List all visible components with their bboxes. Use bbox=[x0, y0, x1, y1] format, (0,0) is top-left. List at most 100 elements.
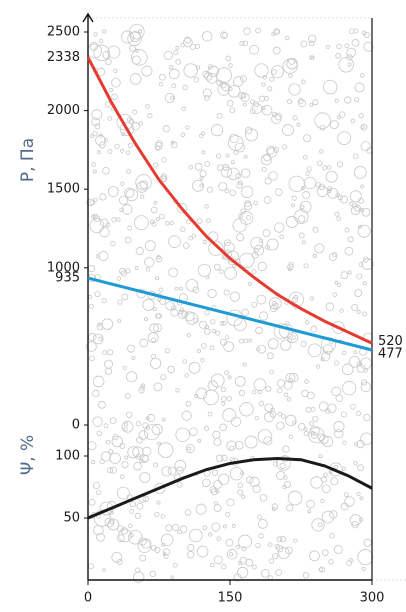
bubble bbox=[322, 484, 331, 494]
bubble bbox=[357, 197, 364, 204]
bubble bbox=[114, 143, 120, 149]
bubble bbox=[135, 48, 140, 53]
bubble bbox=[241, 546, 247, 552]
bubble bbox=[132, 446, 144, 458]
bubble bbox=[219, 269, 224, 274]
bubble bbox=[338, 56, 354, 73]
bubble bbox=[174, 459, 187, 472]
bubble bbox=[279, 462, 286, 470]
bubble bbox=[170, 308, 179, 317]
end-value-label: 520 bbox=[378, 334, 403, 349]
bubble bbox=[226, 498, 235, 507]
bubble bbox=[143, 424, 160, 441]
bubble bbox=[209, 486, 217, 493]
bubble bbox=[96, 150, 101, 155]
bubble bbox=[236, 182, 243, 189]
bubble bbox=[317, 522, 323, 528]
bubble bbox=[102, 29, 107, 34]
bubble bbox=[300, 204, 305, 210]
bubble bbox=[187, 446, 192, 451]
bubble bbox=[183, 63, 198, 78]
bubble bbox=[168, 65, 174, 70]
bubble bbox=[89, 199, 96, 206]
bubble bbox=[133, 215, 149, 231]
bubble bbox=[351, 521, 359, 529]
bubble bbox=[175, 427, 190, 443]
bubble bbox=[102, 51, 111, 59]
bubble bbox=[219, 423, 227, 432]
bubble bbox=[363, 414, 371, 422]
bubble bbox=[235, 173, 242, 179]
bubble bbox=[221, 564, 227, 570]
bubble bbox=[151, 221, 157, 227]
bubble bbox=[223, 289, 230, 296]
bubble bbox=[231, 523, 236, 528]
bubble bbox=[338, 111, 346, 118]
bubble bbox=[273, 146, 280, 153]
bubble bbox=[121, 132, 126, 137]
bubble bbox=[350, 205, 361, 216]
bubble bbox=[287, 263, 294, 271]
bubble bbox=[329, 533, 335, 539]
bubble bbox=[152, 323, 162, 333]
bubble bbox=[249, 99, 256, 105]
bubble bbox=[180, 226, 186, 232]
bubble bbox=[239, 252, 255, 269]
bubble bbox=[347, 236, 354, 243]
bubble bbox=[290, 203, 295, 208]
bubble bbox=[161, 417, 166, 422]
bubble bbox=[270, 65, 284, 79]
bubble bbox=[216, 79, 223, 86]
bubble bbox=[322, 79, 338, 95]
bubble bbox=[111, 435, 123, 448]
bubble bbox=[283, 475, 288, 480]
bubble bbox=[351, 304, 359, 311]
bubble bbox=[273, 28, 280, 35]
bubble bbox=[239, 40, 245, 46]
bubble bbox=[291, 195, 297, 201]
bubble bbox=[248, 338, 253, 343]
bubble bbox=[107, 349, 114, 356]
bubble bbox=[171, 305, 177, 311]
bubble bbox=[342, 350, 347, 356]
bubble bbox=[199, 320, 208, 329]
bubble bbox=[269, 369, 274, 375]
bubble bbox=[325, 44, 331, 50]
bubble bbox=[246, 215, 252, 221]
bubble bbox=[271, 506, 277, 512]
bubble bbox=[142, 495, 149, 502]
bubble bbox=[95, 532, 105, 542]
bubble bbox=[141, 65, 153, 77]
bubble bbox=[170, 140, 175, 145]
y-tick-label: 0 bbox=[72, 418, 80, 433]
bubble bbox=[225, 511, 231, 517]
bubble bbox=[342, 381, 357, 396]
bubble bbox=[257, 514, 262, 520]
bubble bbox=[171, 523, 180, 531]
bubble bbox=[226, 549, 238, 560]
bubble bbox=[163, 50, 173, 61]
bubble bbox=[354, 82, 365, 93]
bubble bbox=[202, 478, 211, 488]
bubble bbox=[312, 253, 317, 258]
bubble bbox=[128, 143, 133, 148]
bubble bbox=[129, 30, 141, 42]
bubble bbox=[360, 184, 365, 189]
bubble bbox=[293, 294, 299, 300]
bubble bbox=[282, 445, 290, 453]
bubble bbox=[335, 52, 342, 59]
bubble bbox=[91, 117, 100, 127]
bubble bbox=[344, 246, 354, 256]
bubble bbox=[185, 443, 195, 454]
bubble bbox=[147, 113, 153, 119]
bubble bbox=[159, 175, 167, 183]
bubble bbox=[208, 240, 224, 256]
bubble bbox=[129, 533, 134, 538]
bubble bbox=[142, 298, 155, 311]
bubble bbox=[325, 302, 335, 312]
bubble bbox=[126, 169, 131, 175]
bubble bbox=[184, 36, 191, 44]
bubble bbox=[113, 68, 118, 73]
bubble bbox=[279, 234, 284, 240]
bubble bbox=[215, 489, 220, 494]
